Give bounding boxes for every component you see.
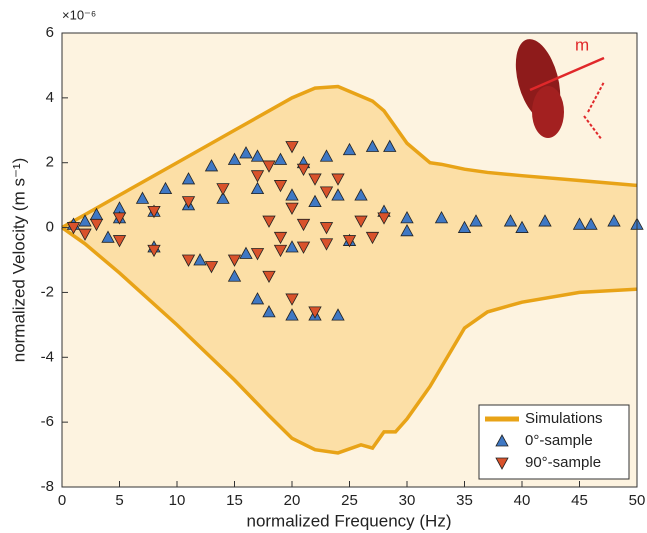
y-tick-label: -4 bbox=[41, 348, 54, 365]
legend-label: 90°-sample bbox=[525, 454, 601, 471]
x-tick-label: 15 bbox=[226, 492, 243, 509]
y-tick-label: 6 bbox=[46, 24, 54, 41]
x-tick-label: 20 bbox=[284, 492, 301, 509]
y-axis-label: normalized Velocity (m s⁻¹) bbox=[9, 158, 28, 363]
x-tick-label: 30 bbox=[399, 492, 416, 509]
y-exponent: ×10⁻⁶ bbox=[62, 7, 96, 22]
x-tick-label: 35 bbox=[456, 492, 473, 509]
legend-label: Simulations bbox=[525, 410, 603, 427]
x-tick-label: 40 bbox=[514, 492, 531, 509]
x-tick-label: 50 bbox=[629, 492, 646, 509]
legend: Simulations 0°-sample 90°-sample bbox=[479, 405, 629, 479]
inset-label: m bbox=[575, 35, 589, 54]
chart: 0 5 10 15 20 25 30 35 40 45 50 -8 -6 -4 -2 0 2 4 6 Simulati… bbox=[0, 0, 647, 533]
y-tick-label: 2 bbox=[46, 154, 54, 171]
legend-label: 0°-sample bbox=[525, 432, 593, 449]
y-tick-label: -8 bbox=[41, 478, 54, 495]
x-tick-label: 5 bbox=[115, 492, 123, 509]
x-tick-label: 45 bbox=[571, 492, 588, 509]
y-tick-label: 0 bbox=[46, 219, 54, 236]
x-axis-label: normalized Frequency (Hz) bbox=[246, 511, 451, 530]
x-tick-label: 0 bbox=[58, 492, 66, 509]
y-tick-label: -6 bbox=[41, 413, 54, 430]
x-tick-label: 10 bbox=[169, 492, 186, 509]
x-tick-label: 25 bbox=[341, 492, 358, 509]
y-tick-label: 4 bbox=[46, 89, 54, 106]
y-tick-label: -2 bbox=[41, 283, 54, 300]
